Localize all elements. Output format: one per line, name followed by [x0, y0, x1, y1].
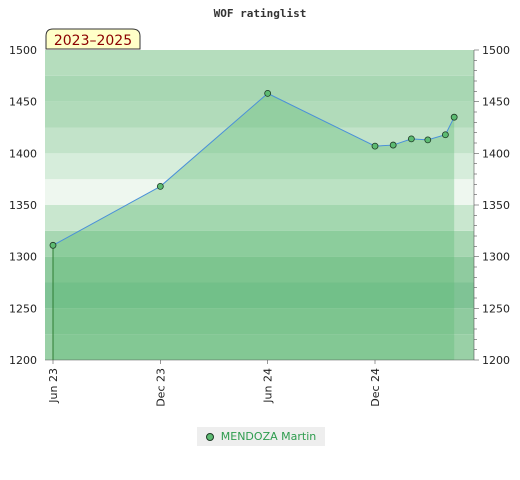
- y-tick-label-left: 1350: [9, 199, 37, 212]
- y-tick-label-right: 1200: [482, 354, 510, 367]
- grid-band: [45, 50, 474, 76]
- data-point[interactable]: [441, 131, 449, 139]
- grid-band: [45, 179, 474, 205]
- y-tick-label-left: 1450: [9, 96, 37, 109]
- legend-label: MENDOZA Martin: [220, 430, 317, 443]
- data-point[interactable]: [264, 90, 272, 97]
- grid-band: [45, 127, 474, 154]
- grid-band: [45, 205, 474, 231]
- background-bands: [45, 50, 474, 360]
- y-tick-label-left: 1200: [9, 354, 37, 367]
- grid-band: [45, 101, 474, 128]
- data-point[interactable]: [156, 182, 164, 190]
- y-tick-label-right: 1500: [482, 44, 510, 57]
- data-point[interactable]: [49, 241, 57, 249]
- y-tick-label-left: 1300: [9, 251, 37, 264]
- y-tick-label-right: 1250: [482, 302, 510, 315]
- y-tick-label-left: 1400: [9, 147, 37, 160]
- grid-band: [45, 282, 474, 309]
- period-badge-text: 2023–2025: [54, 33, 132, 49]
- grid-band: [45, 230, 474, 257]
- chart-title: WOF ratinglist: [214, 7, 307, 20]
- data-point[interactable]: [424, 136, 432, 144]
- axes: 1200 1200 1250 1250 1300 1300 1350 1350 1400 1400…: [9, 44, 510, 407]
- grid-band: [45, 75, 474, 102]
- y-tick-label-right: 1350: [482, 199, 510, 212]
- y-tick-label-left: 1500: [9, 44, 37, 57]
- x-tick-label: Jun 24: [262, 368, 275, 404]
- grid-band: [45, 256, 474, 283]
- legend[interactable]: MENDOZA Martin: [197, 427, 325, 446]
- data-point[interactable]: [407, 135, 415, 143]
- grid-band: [45, 308, 474, 335]
- x-tick-label: Dec 24: [369, 368, 382, 407]
- y-tick-label-right: 1300: [482, 251, 510, 264]
- data-point[interactable]: [450, 113, 458, 121]
- x-tick-label: Dec 23: [154, 368, 167, 407]
- data-point[interactable]: [371, 142, 379, 150]
- area-fill: [53, 93, 455, 361]
- x-tick-label: Jun 23: [47, 368, 60, 404]
- grid-band: [45, 153, 474, 180]
- y-tick-label-left: 1250: [9, 302, 37, 315]
- period-badge: 2023–2025: [45, 28, 141, 50]
- data-point[interactable]: [389, 141, 397, 149]
- grid-band: [45, 334, 474, 360]
- y-tick-label-right: 1400: [482, 147, 510, 160]
- y-tick-label-right: 1450: [482, 96, 510, 109]
- series-points: [49, 90, 458, 249]
- legend-marker-icon: [205, 432, 214, 441]
